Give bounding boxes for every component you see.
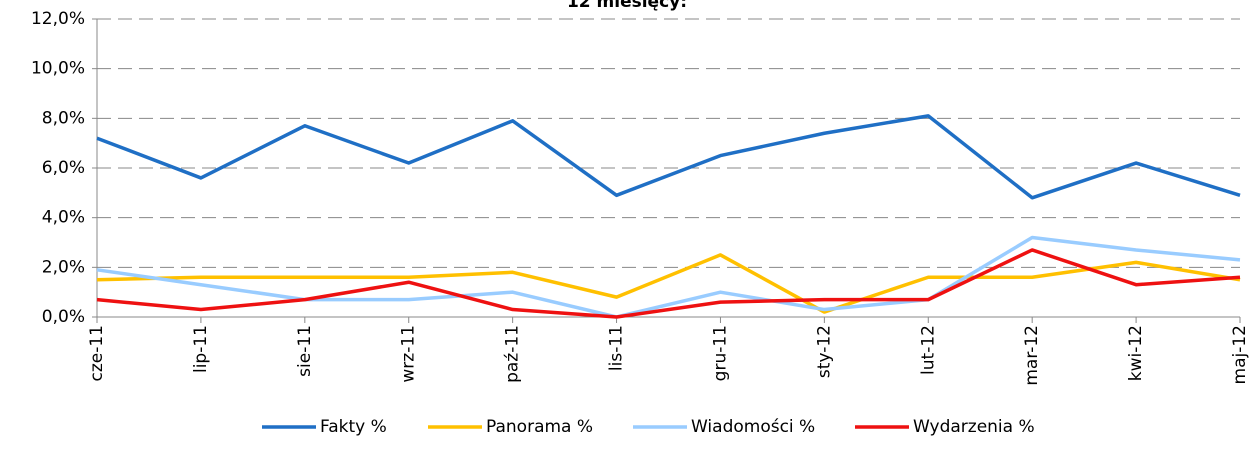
x-tick-label: sty-12 (814, 325, 834, 378)
series-line (96, 253, 1241, 314)
x-tick-label: maj-12 (1230, 325, 1250, 384)
series-line (96, 248, 1241, 319)
x-tick-label: sie-11 (295, 325, 315, 377)
x-tick-label: mar-12 (1022, 325, 1042, 386)
y-tick-label: 6,0% (42, 158, 85, 178)
x-tick-label: lip-11 (191, 325, 211, 373)
x-tick-label: kwi-12 (1126, 325, 1146, 381)
series-line (96, 235, 1241, 319)
x-tick-label: gru-11 (710, 325, 730, 381)
y-tick-label: 12,0% (31, 9, 85, 29)
legend-label: Panorama % (486, 417, 593, 437)
y-tick-label: 4,0% (42, 208, 85, 228)
legend-label: Wydarzenia % (913, 417, 1035, 437)
legend-label: Wiadomości % (691, 417, 815, 437)
y-tick-label: 10,0% (31, 59, 85, 79)
x-tick-label: lis-11 (607, 325, 627, 371)
chart-title: 12 miesięcy: (567, 0, 687, 12)
x-tick-label: cze-11 (87, 325, 107, 382)
y-tick-label: 8,0% (42, 108, 85, 128)
y-tick-label: 0,0% (42, 307, 85, 327)
x-tick-label: paź-11 (503, 325, 523, 383)
x-tick-label: lut-12 (918, 325, 938, 375)
x-tick-label: wrz-11 (399, 325, 419, 383)
series-line (96, 114, 1241, 200)
legend-label: Fakty % (320, 417, 387, 437)
y-tick-label: 2,0% (42, 257, 85, 277)
